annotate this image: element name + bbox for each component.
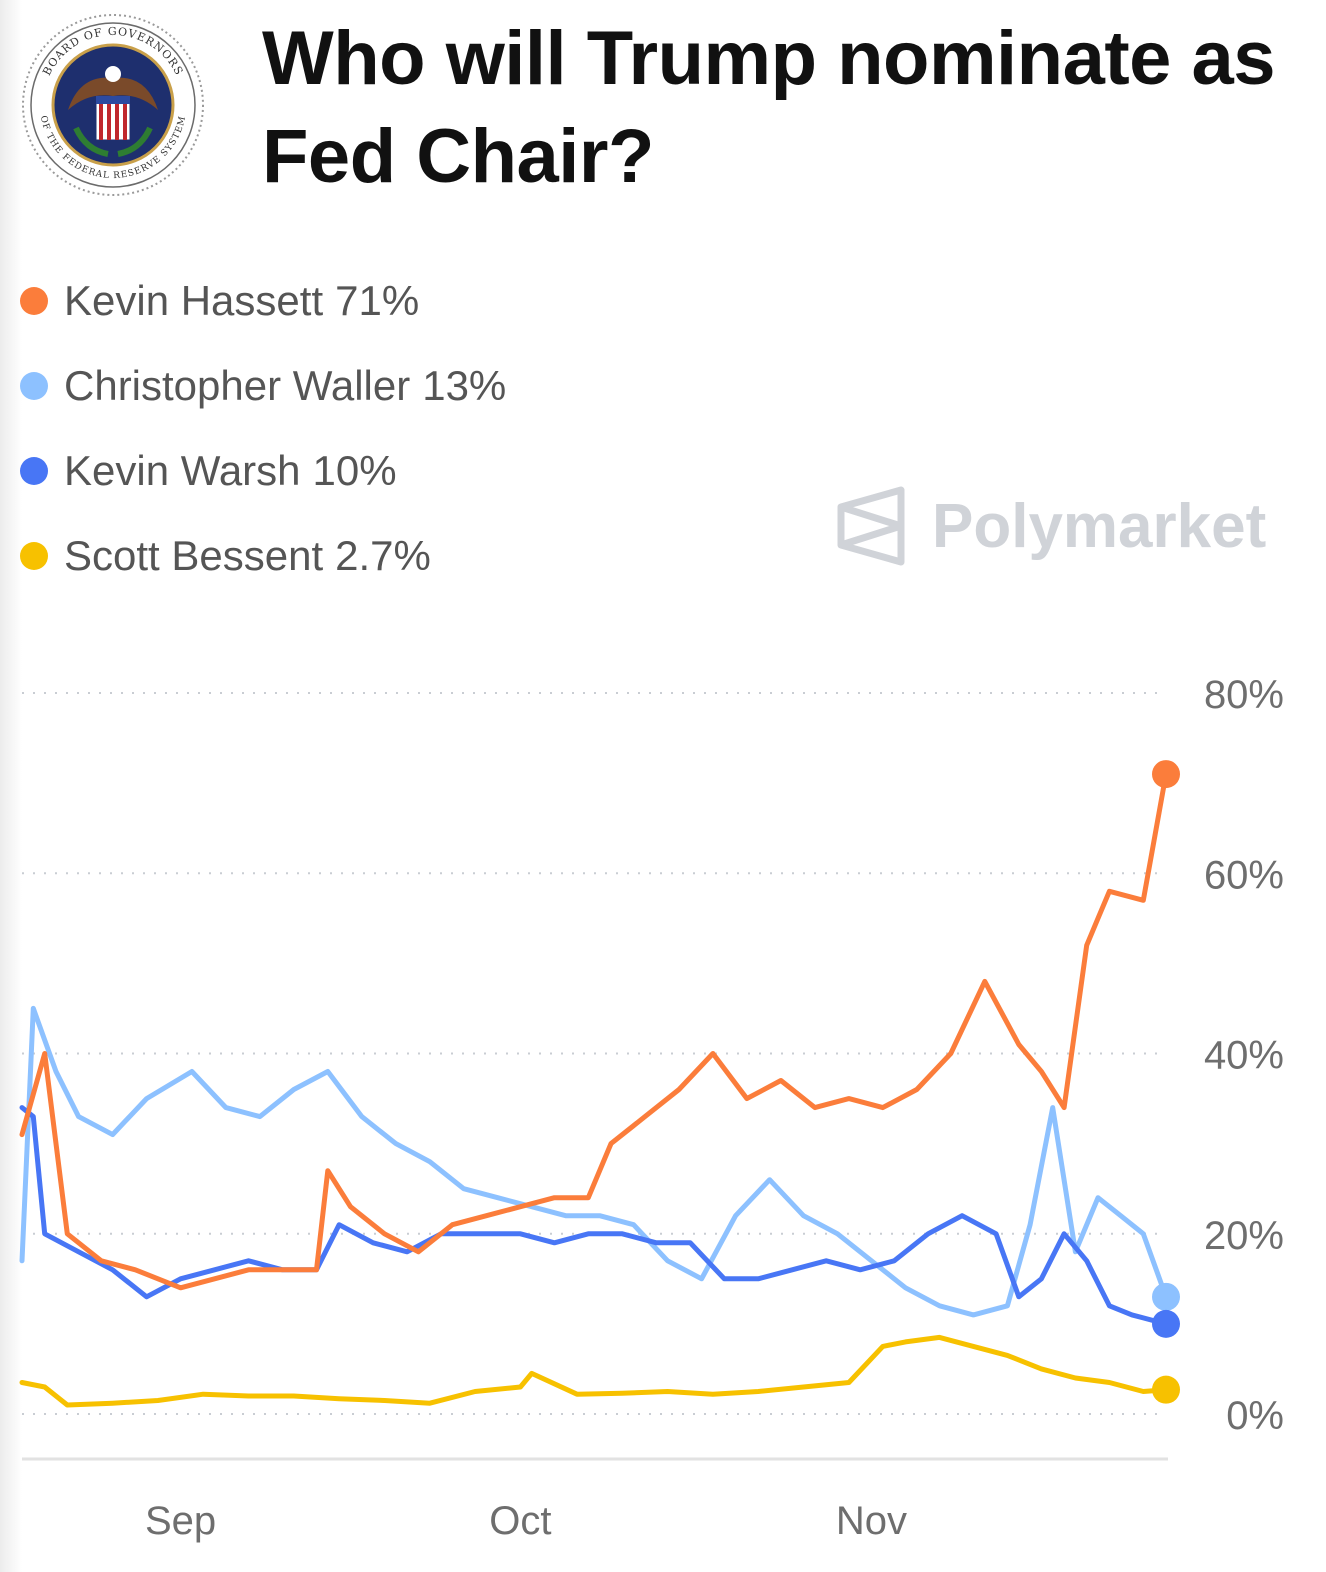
legend-name: Kevin Hassett <box>64 276 324 324</box>
y-tick-label: 60% <box>1204 853 1284 897</box>
polymarket-wordmark: Polymarket <box>932 491 1267 561</box>
y-tick-label: 0% <box>1226 1394 1284 1438</box>
chart-series <box>19 760 1180 1408</box>
x-tick-label: Sep <box>145 1499 216 1543</box>
legend-name: Scott Bessent <box>64 531 324 579</box>
y-tick-label: 40% <box>1204 1034 1284 1078</box>
series-line-1 <box>19 1005 1169 1318</box>
series-end-point-1 <box>1152 1282 1180 1311</box>
page-title: Who will Trump nominate as Fed Chair? <box>262 16 1276 199</box>
line-chart: 80% 60% 40% 20% 0% Sep Oct Nov <box>19 673 1284 1543</box>
legend-value: 13% <box>422 361 507 409</box>
legend-name: Kevin Warsh <box>64 446 301 494</box>
x-axis: Sep Oct Nov <box>22 1457 1168 1543</box>
series-line-0 <box>19 771 1169 1291</box>
y-tick-label: 20% <box>1204 1214 1284 1258</box>
y-axis: 80% 60% 40% 20% 0% <box>1204 673 1284 1438</box>
y-tick-label: 80% <box>1204 673 1284 717</box>
legend-value: 71% <box>335 276 420 324</box>
series-line-3 <box>19 1334 1169 1408</box>
legend-dot-icon <box>20 541 48 570</box>
series-end-point-0 <box>1152 760 1180 789</box>
legend-item-waller: Christopher Waller 13% <box>20 343 506 428</box>
legend-item-hassett: Kevin Hassett 71% <box>20 258 506 343</box>
x-tick-label: Oct <box>489 1499 551 1543</box>
legend-item-warsh: Kevin Warsh 10% <box>20 428 506 513</box>
polymarket-logo-icon <box>837 486 905 566</box>
fed-reserve-seal-icon: BOARD OF GOVERNORS OF THE FEDERAL RESERV… <box>22 14 204 196</box>
legend-value: 2.7% <box>335 531 431 579</box>
left-edge-shade <box>0 0 22 1572</box>
legend-dot-icon <box>20 456 48 485</box>
legend-name: Christopher Waller <box>64 361 411 409</box>
legend-label: Kevin Hassett 71% <box>64 277 419 325</box>
polymarket-watermark: Polymarket <box>836 484 1266 568</box>
x-tick-label: Nov <box>836 1499 907 1543</box>
legend-label: Scott Bessent 2.7% <box>64 532 431 580</box>
series-line-2 <box>19 1105 1169 1327</box>
legend-dot-icon <box>20 371 48 400</box>
chart-legend: Kevin Hassett 71% Christopher Waller 13% K… <box>20 258 506 598</box>
legend-label: Christopher Waller 13% <box>64 362 506 410</box>
legend-label: Kevin Warsh 10% <box>64 447 397 495</box>
legend-dot-icon <box>20 286 48 315</box>
series-end-point-2 <box>1152 1309 1180 1338</box>
series-end-point-3 <box>1152 1375 1180 1404</box>
legend-item-bessent: Scott Bessent 2.7% <box>20 513 506 598</box>
legend-value: 10% <box>312 446 397 494</box>
chart-grid <box>22 692 1166 1415</box>
